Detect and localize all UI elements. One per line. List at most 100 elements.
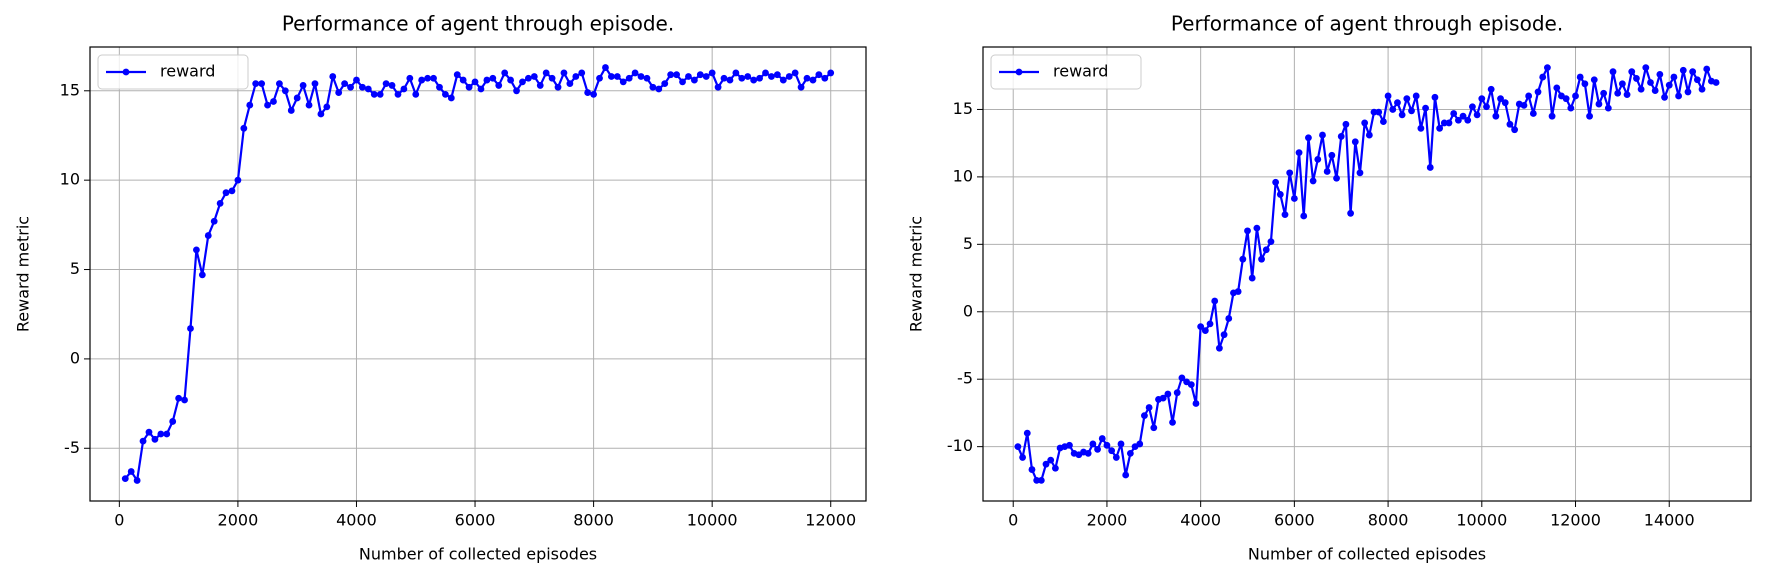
x-tick-label: 14000 — [1644, 511, 1695, 530]
point — [1178, 374, 1186, 382]
point — [524, 74, 532, 82]
point — [1192, 400, 1200, 407]
chart-title: Performance of agent through episode. — [282, 12, 674, 36]
point — [204, 232, 212, 239]
point — [1211, 297, 1219, 305]
y-axis-label: Reward metric — [14, 216, 33, 332]
point — [270, 98, 277, 105]
point — [1506, 120, 1514, 128]
point — [1281, 211, 1289, 219]
point — [720, 74, 728, 82]
point — [1586, 112, 1593, 120]
point — [702, 73, 710, 80]
point — [258, 80, 266, 88]
point — [1248, 274, 1256, 282]
point — [364, 85, 372, 93]
point — [762, 69, 769, 77]
y-tick-label: 5 — [70, 259, 80, 278]
point — [797, 83, 805, 91]
point — [1394, 99, 1401, 107]
point — [299, 82, 307, 89]
x-tick-label: 2000 — [218, 511, 259, 530]
point — [305, 101, 313, 109]
point — [625, 74, 633, 82]
point — [779, 76, 787, 84]
point — [1089, 440, 1097, 448]
point — [477, 85, 485, 93]
point — [175, 394, 183, 402]
point — [430, 74, 437, 82]
point — [1164, 390, 1172, 398]
point — [1567, 104, 1575, 112]
point — [1436, 124, 1444, 132]
point — [667, 71, 675, 79]
point — [1581, 80, 1589, 88]
point — [661, 80, 669, 88]
point — [679, 78, 686, 86]
point — [1328, 151, 1336, 159]
point — [501, 69, 509, 77]
point — [1098, 435, 1106, 442]
point — [222, 189, 230, 197]
point — [424, 74, 432, 82]
point — [1492, 112, 1500, 120]
point — [1600, 89, 1608, 97]
point — [1647, 79, 1654, 86]
point — [536, 82, 544, 89]
point — [1150, 424, 1158, 432]
point — [1314, 155, 1322, 163]
point — [714, 83, 722, 91]
point — [483, 76, 491, 84]
point — [246, 101, 254, 109]
point — [637, 73, 645, 80]
point — [1422, 104, 1429, 112]
point — [1084, 449, 1092, 457]
point — [133, 477, 141, 484]
point — [376, 90, 384, 98]
point — [785, 73, 793, 80]
point — [1066, 441, 1073, 449]
point — [1365, 131, 1373, 139]
point — [436, 83, 443, 91]
point — [1431, 93, 1439, 101]
point — [1103, 441, 1111, 449]
point — [584, 89, 592, 96]
point — [240, 124, 248, 132]
point — [696, 71, 704, 79]
point — [281, 87, 289, 95]
point — [459, 76, 467, 84]
point — [1426, 164, 1434, 171]
legend-label: reward — [160, 62, 215, 81]
point — [1572, 92, 1579, 100]
point — [1544, 64, 1551, 72]
point — [1173, 389, 1181, 397]
point — [1051, 464, 1059, 472]
y-tick-label: 10 — [953, 166, 973, 185]
point — [1604, 104, 1612, 112]
chart-title: Performance of agent through episode. — [1171, 12, 1563, 36]
x-tick-label: 12000 — [805, 511, 856, 530]
point — [1276, 191, 1284, 198]
point — [1037, 476, 1045, 484]
point — [1187, 381, 1195, 389]
point — [1656, 70, 1664, 78]
point — [1108, 447, 1116, 455]
x-axis-label: Number of collected episodes — [359, 545, 597, 564]
point — [507, 76, 515, 84]
point — [1590, 76, 1598, 84]
point — [827, 69, 835, 77]
point — [1525, 92, 1533, 100]
point — [1637, 85, 1645, 93]
point — [453, 71, 461, 79]
point — [596, 74, 603, 82]
point — [252, 80, 260, 88]
x-tick-label: 6000 — [455, 511, 496, 530]
x-axis-label: Number of collected episodes — [1248, 545, 1486, 564]
legend-box — [97, 54, 249, 90]
point — [1234, 288, 1242, 295]
point — [370, 90, 378, 98]
point — [151, 435, 159, 443]
point — [732, 69, 740, 77]
point — [163, 430, 171, 438]
point — [210, 217, 218, 225]
